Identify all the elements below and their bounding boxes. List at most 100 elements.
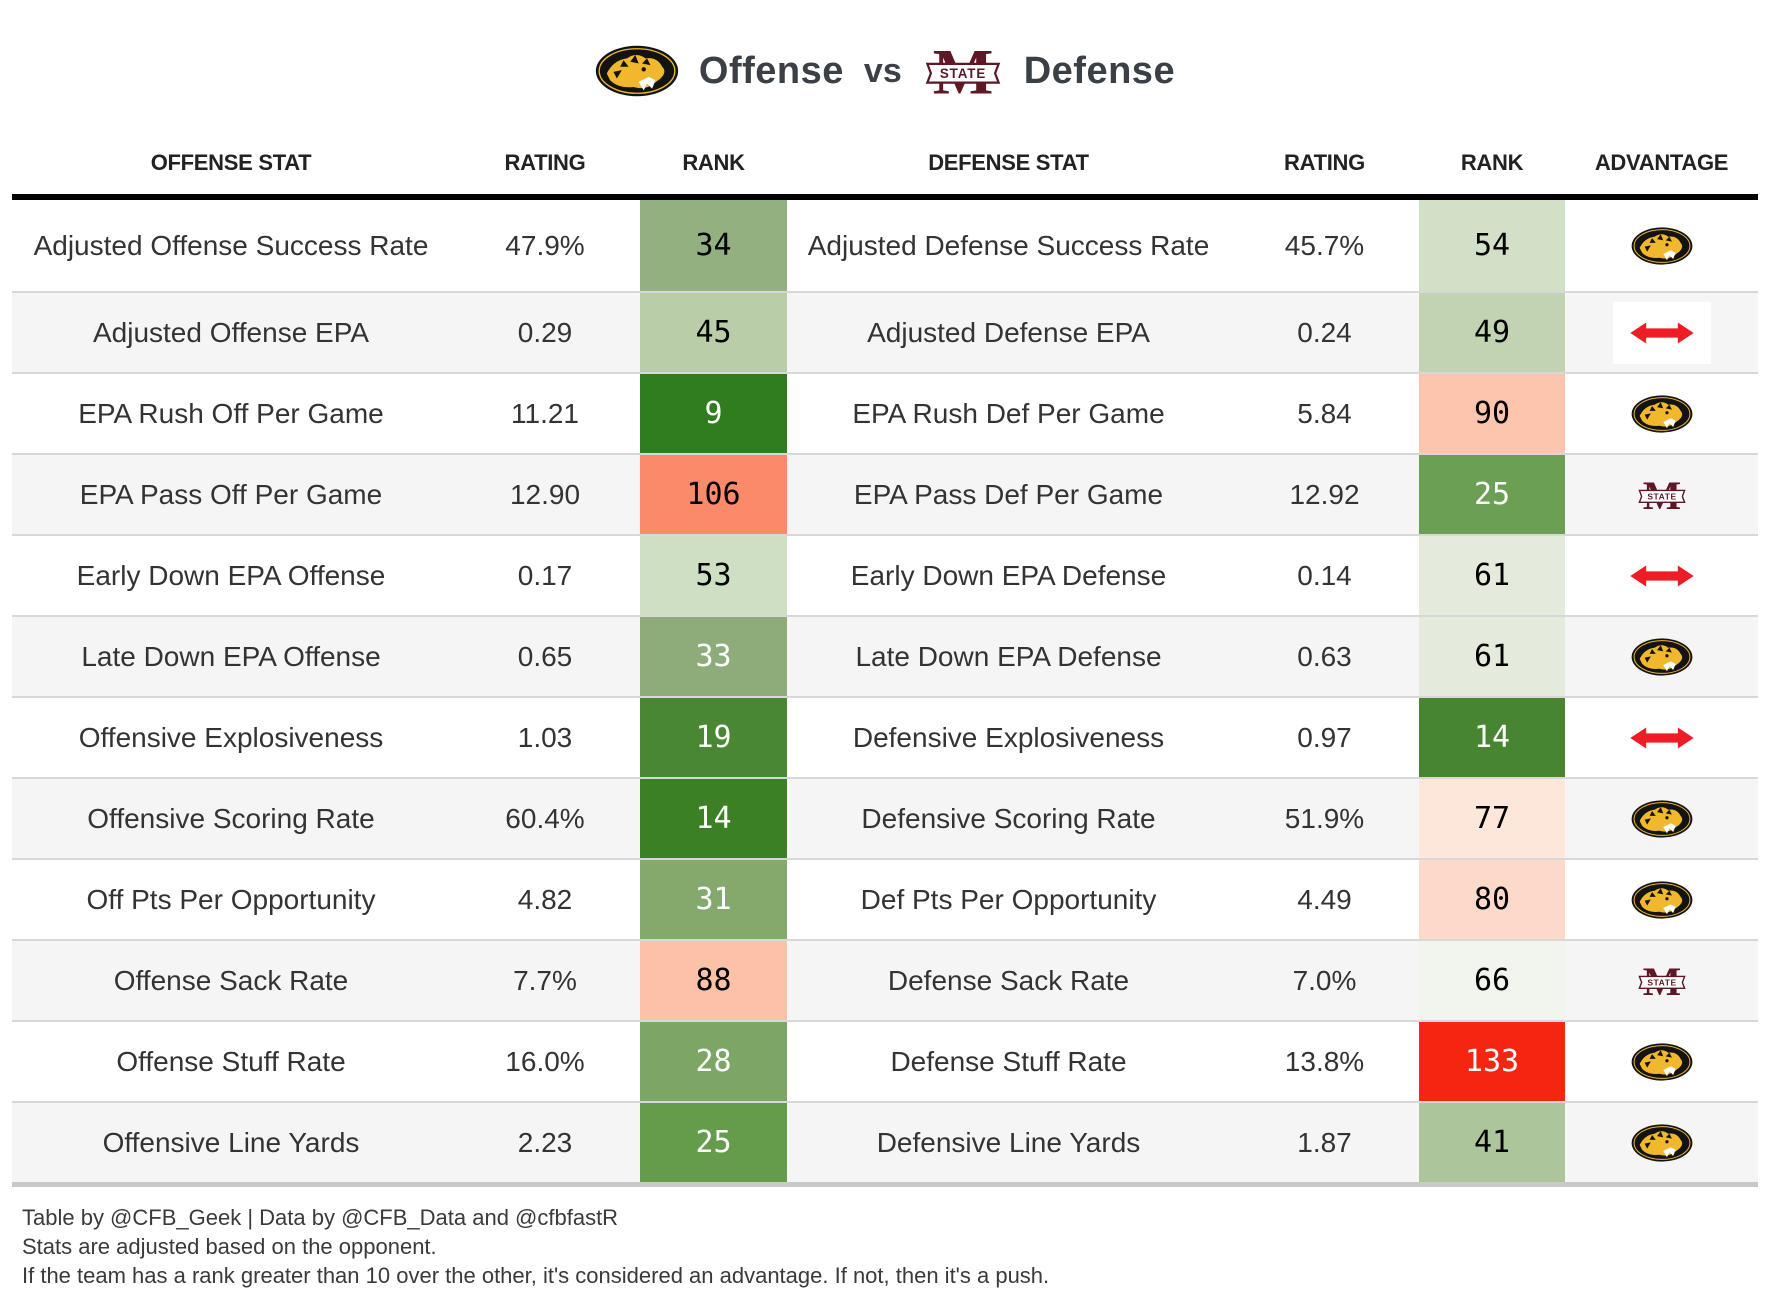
defense-rank-cell: 61 xyxy=(1419,536,1565,615)
header-defense-stat: DEFENSE STAT xyxy=(928,150,1089,175)
defense-rank-cell: 14 xyxy=(1419,698,1565,777)
missouri-tigers-logo xyxy=(1631,394,1692,433)
offense-rank-cell: 33 xyxy=(640,617,787,696)
table-row: Offensive Scoring Rate 60.4% 14 Defensiv… xyxy=(12,777,1758,858)
advantage-cell xyxy=(1565,860,1758,939)
defense-rating-value: 13.8% xyxy=(1284,1045,1365,1077)
defense-stat-label: EPA Rush Def Per Game xyxy=(852,397,1165,429)
push-arrow-icon xyxy=(1629,726,1694,749)
svg-text:STATE: STATE xyxy=(940,66,986,81)
missouri-tigers-logo xyxy=(1631,637,1692,676)
header-offense-rank: RANK xyxy=(682,150,745,175)
defense-rating-value: 12.92 xyxy=(1289,478,1360,510)
defense-rating-value: 0.14 xyxy=(1297,559,1352,591)
missouri-tigers-logo xyxy=(1631,1042,1692,1081)
offense-rating-value: 0.65 xyxy=(517,640,573,672)
offense-stat-label: EPA Pass Off Per Game xyxy=(79,478,383,510)
table-row: Offensive Line Yards 2.23 25 Defensive L… xyxy=(12,1101,1758,1182)
advantage-cell xyxy=(1565,293,1758,372)
advantage-cell xyxy=(1565,698,1758,777)
defense-stat-label: Adjusted Defense EPA xyxy=(867,316,1150,348)
title-defense-label: Defense xyxy=(1023,49,1176,92)
table-row: EPA Pass Off Per Game 12.90 106 EPA Pass… xyxy=(12,453,1758,534)
offense-rank-cell: 19 xyxy=(640,698,787,777)
table-row: Late Down EPA Offense 0.65 33 Late Down … xyxy=(12,615,1758,696)
mississippi-state-logo: M STATE xyxy=(1637,959,1686,1003)
push-indicator xyxy=(1612,301,1711,364)
push-indicator xyxy=(1612,706,1711,769)
offense-rank-cell: 34 xyxy=(640,200,787,291)
mississippi-state-logo: M STATE xyxy=(922,38,1004,104)
offense-rank-cell: 14 xyxy=(640,779,787,858)
offense-rating-value: 7.7% xyxy=(513,964,577,996)
table-row: Off Pts Per Opportunity 4.82 31 Def Pts … xyxy=(12,858,1758,939)
defense-stat-label: Defensive Scoring Rate xyxy=(861,802,1156,834)
offense-rank-cell: 53 xyxy=(640,536,787,615)
defense-rank-cell: 80 xyxy=(1419,860,1565,939)
missouri-tigers-logo xyxy=(595,45,679,97)
offense-stat-label: Offensive Scoring Rate xyxy=(87,802,375,834)
defense-rank-cell: 66 xyxy=(1419,941,1565,1020)
defense-rank-cell: 61 xyxy=(1419,617,1565,696)
offense-rating-value: 4.82 xyxy=(517,883,573,915)
defense-stat-label: Defense Sack Rate xyxy=(887,964,1130,996)
header-offense-stat: OFFENSE STAT xyxy=(150,150,312,175)
missouri-tigers-logo xyxy=(1631,880,1692,919)
offense-stat-label: Offensive Explosiveness xyxy=(78,721,384,753)
offense-rating-value: 11.21 xyxy=(511,397,579,429)
offense-rank-cell: 31 xyxy=(640,860,787,939)
offense-stat-label: Offensive Line Yards xyxy=(102,1126,360,1158)
advantage-cell xyxy=(1565,1103,1758,1182)
offense-rank-cell: 25 xyxy=(640,1103,787,1182)
defense-stat-label: Late Down EPA Defense xyxy=(855,640,1162,672)
push-indicator xyxy=(1612,544,1711,607)
mississippi-state-logo: M STATE xyxy=(1637,473,1686,517)
offense-rank-cell: 28 xyxy=(640,1022,787,1101)
advantage-cell xyxy=(1565,617,1758,696)
page-title: Offense vs M STATE Defense xyxy=(0,0,1770,132)
title-offense-label: Offense xyxy=(698,49,844,92)
defense-rating-value: 5.84 xyxy=(1297,397,1352,429)
defense-stat-label: Defensive Explosiveness xyxy=(852,721,1165,753)
mississippi-state-logo: M STATE xyxy=(925,38,1001,104)
advantage-cell xyxy=(1565,1022,1758,1101)
header-advantage: ADVANTAGE xyxy=(1594,150,1729,175)
offense-rating-value: 2.23 xyxy=(517,1126,573,1158)
missouri-tigers-logo xyxy=(595,44,679,98)
table-row: Adjusted Offense EPA 0.29 45 Adjusted De… xyxy=(12,291,1758,372)
defense-rating-value: 7.0% xyxy=(1292,964,1357,996)
advantage-cell xyxy=(1565,374,1758,453)
push-arrow-icon xyxy=(1629,321,1694,344)
defense-rank-cell: 54 xyxy=(1419,200,1565,291)
offense-rating-value: 0.17 xyxy=(517,559,573,591)
defense-rating-value: 0.24 xyxy=(1297,316,1352,348)
defense-rating-value: 0.97 xyxy=(1297,721,1352,753)
svg-text:STATE: STATE xyxy=(1647,491,1676,501)
defense-stat-label: EPA Pass Def Per Game xyxy=(853,478,1164,510)
offense-stat-label: Early Down EPA Offense xyxy=(76,559,386,591)
table-footer: Table by @CFB_Geek | Data by @CFB_Data a… xyxy=(0,1187,1770,1290)
table-row: EPA Rush Off Per Game 11.21 9 EPA Rush D… xyxy=(12,372,1758,453)
offense-rating-value: 0.29 xyxy=(517,316,573,348)
defense-rating-value: 45.7% xyxy=(1284,229,1365,261)
push-arrow-icon xyxy=(1629,564,1694,587)
table-row: Early Down EPA Offense 0.17 53 Early Dow… xyxy=(12,534,1758,615)
defense-stat-label: Early Down EPA Defense xyxy=(850,559,1167,591)
missouri-tigers-logo xyxy=(1631,226,1692,265)
offense-stat-label: Off Pts Per Opportunity xyxy=(86,883,376,915)
offense-rating-value: 16.0% xyxy=(505,1045,585,1077)
offense-rank-cell: 88 xyxy=(640,941,787,1020)
table-row: Offense Sack Rate 7.7% 88 Defense Sack R… xyxy=(12,939,1758,1020)
defense-rating-value: 0.63 xyxy=(1297,640,1352,672)
defense-stat-label: Defensive Line Yards xyxy=(876,1126,1141,1158)
defense-stat-label: Adjusted Defense Success Rate xyxy=(807,229,1210,261)
advantage-cell: M STATE xyxy=(1565,455,1758,534)
offense-rank-cell: 9 xyxy=(640,374,787,453)
missouri-tigers-logo xyxy=(1631,1123,1692,1162)
advantage-cell xyxy=(1565,779,1758,858)
offense-stat-label: Late Down EPA Offense xyxy=(81,640,381,672)
table-body: Adjusted Offense Success Rate 47.9% 34 A… xyxy=(12,200,1758,1187)
offense-stat-label: Offense Sack Rate xyxy=(113,964,349,996)
offense-rank-cell: 45 xyxy=(640,293,787,372)
